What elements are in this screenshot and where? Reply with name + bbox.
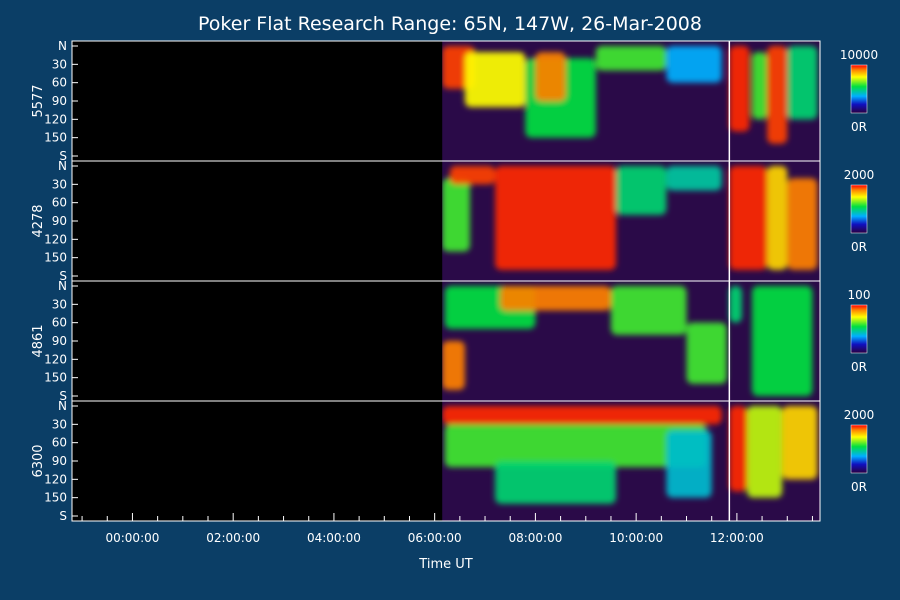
intensity-region — [449, 166, 496, 185]
y-tick-label: 90 — [52, 334, 67, 348]
intensity-region — [767, 166, 788, 270]
panel-wavelength-label: 4278 — [31, 204, 46, 237]
y-tick-label: 90 — [52, 454, 67, 468]
y-tick-label: 60 — [52, 436, 67, 450]
panel-wavelength-label: 5577 — [31, 84, 46, 117]
intensity-region — [666, 430, 712, 498]
y-tick-label: 150 — [44, 491, 67, 505]
y-tick-label: N — [58, 399, 67, 413]
colorbar — [850, 424, 868, 474]
intensity-region — [616, 166, 667, 215]
y-tick-label: N — [58, 159, 67, 173]
intensity-region — [442, 178, 470, 252]
y-tick-label: 120 — [44, 352, 67, 366]
x-axis-label: Time UT — [418, 557, 472, 572]
colorbar-max-label: 100 — [848, 288, 871, 302]
y-tick-label: 90 — [52, 94, 67, 108]
intensity-region — [752, 52, 768, 120]
intensity-region — [752, 286, 813, 396]
intensity-region — [495, 461, 616, 504]
colorbar-min-label: 0R — [851, 120, 867, 134]
intensity-region — [535, 52, 566, 101]
intensity-region — [442, 406, 722, 425]
intensity-region — [729, 46, 750, 132]
x-tick-label: 06:00:00 — [408, 531, 462, 545]
panel-5577: N 30 60 90 120 150 S 5577 10000 0R — [31, 39, 878, 163]
y-tick-label: 120 — [44, 232, 67, 246]
y-tick-label: N — [58, 39, 67, 53]
intensity-region — [767, 46, 788, 144]
y-tick-label: 60 — [52, 316, 67, 330]
intensity-region — [686, 322, 727, 384]
y-tick-label: 30 — [52, 177, 67, 191]
colorbar-min-label: 0R — [851, 360, 867, 374]
y-tick-label: S — [59, 269, 67, 283]
colorbar-max-label: 10000 — [840, 48, 878, 62]
x-tick-label: 04:00:00 — [307, 531, 361, 545]
panel-4861: N 30 60 90 120 150 S 4861 100 0R — [31, 279, 870, 403]
x-tick-label: 12:00:00 — [710, 531, 764, 545]
intensity-region — [444, 424, 707, 468]
intensity-region — [746, 406, 783, 498]
y-tick-label: 90 — [52, 214, 67, 228]
y-tick-label: S — [59, 149, 67, 163]
intensity-region — [495, 166, 616, 270]
y-tick-label: 30 — [52, 297, 67, 311]
intensity-region — [610, 286, 687, 335]
panel-4278: N 30 60 90 120 150 S 4278 2000 0R — [31, 159, 874, 283]
colorbar — [850, 304, 868, 354]
y-tick-label: N — [58, 279, 67, 293]
y-tick-label: 120 — [44, 472, 67, 486]
colorbar-max-label: 2000 — [844, 168, 875, 182]
y-tick-label: 60 — [52, 196, 67, 210]
panel-wavelength-label: 4861 — [31, 324, 46, 357]
intensity-region — [729, 286, 742, 323]
y-tick-label: 150 — [44, 131, 67, 145]
intensity-region — [500, 286, 611, 311]
intensity-region — [787, 178, 818, 270]
y-tick-label: 150 — [44, 251, 67, 265]
x-tick-label: 08:00:00 — [508, 531, 562, 545]
intensity-layer — [442, 166, 818, 270]
intensity-region — [729, 406, 747, 492]
colorbar-min-label: 0R — [851, 240, 867, 254]
panel-wavelength-label: 6300 — [31, 444, 46, 477]
intensity-layer — [442, 406, 818, 504]
y-tick-label: 30 — [52, 417, 67, 431]
intensity-layer — [442, 46, 818, 144]
colorbar — [850, 184, 868, 234]
intensity-region — [787, 46, 818, 120]
chart-title: Poker Flat Research Range: 65N, 147W, 26… — [198, 13, 702, 35]
panel-6300: N 30 60 90 120 150 S 6300 2000 0R — [31, 399, 874, 523]
y-tick-label: 60 — [52, 76, 67, 90]
intensity-region — [666, 166, 722, 191]
x-tick-label: 00:00:00 — [105, 531, 159, 545]
intensity-region — [442, 341, 465, 390]
y-tick-label: S — [59, 509, 67, 523]
intensity-region — [782, 406, 818, 480]
colorbar — [850, 64, 868, 114]
intensity-region — [666, 46, 722, 83]
intensity-region — [464, 52, 526, 108]
x-tick-label: 02:00:00 — [206, 531, 260, 545]
intensity-region — [595, 46, 667, 71]
x-tick-label: 10:00:00 — [609, 531, 663, 545]
intensity-region — [729, 166, 768, 270]
intensity-layer — [442, 286, 813, 396]
y-tick-label: 150 — [44, 371, 67, 385]
colorbar-max-label: 2000 — [844, 408, 875, 422]
y-tick-label: S — [59, 389, 67, 403]
y-tick-label: 30 — [52, 57, 67, 71]
y-tick-label: 120 — [44, 112, 67, 126]
colorbar-min-label: 0R — [851, 480, 867, 494]
